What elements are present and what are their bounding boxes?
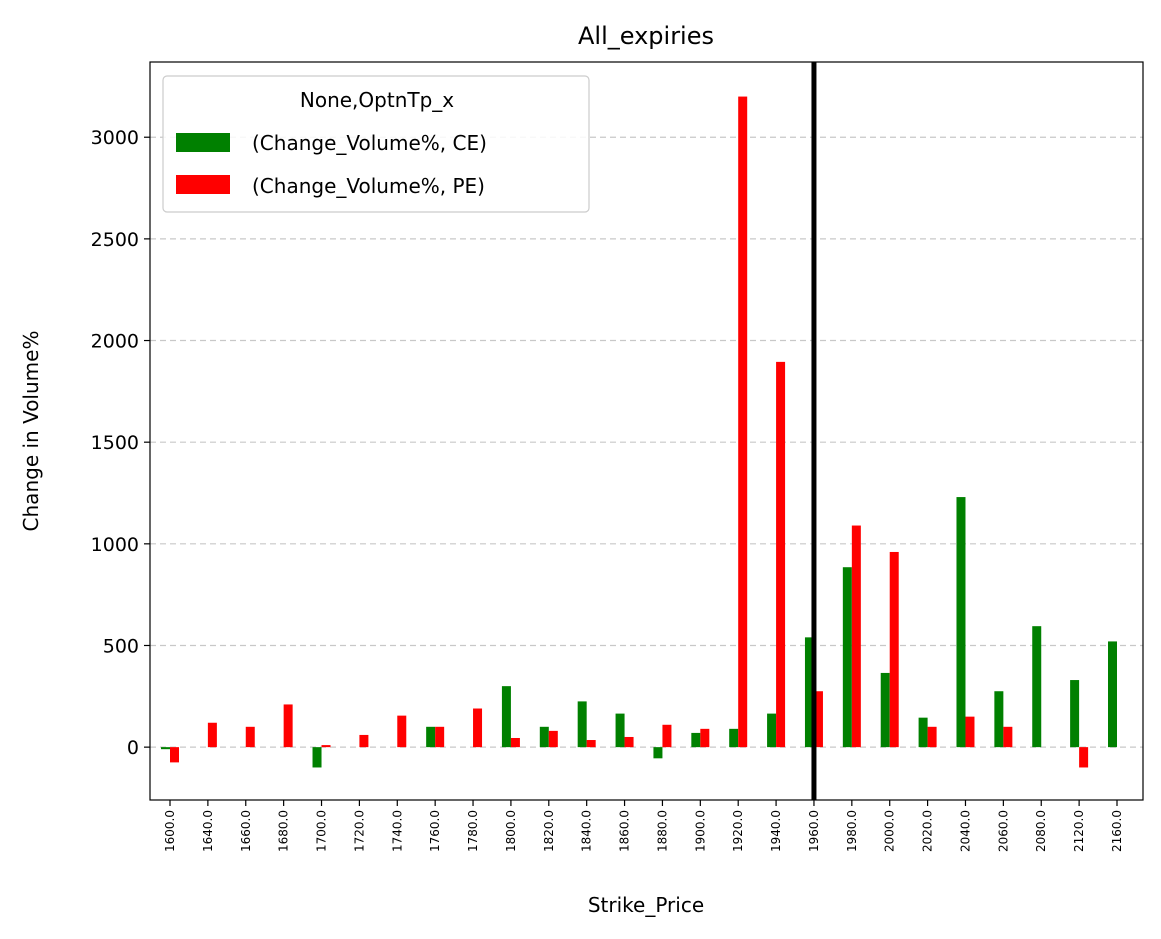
bar-pe-1740.0 [397,715,407,748]
bar-pe-1780.0 [473,708,483,748]
bar-pe-1800.0 [510,737,520,748]
x-axis-label: Strike_Price [588,893,704,917]
bar-ce-2020.0 [918,717,928,748]
bar-ce-1760.0 [426,726,436,748]
bar-ce-1800.0 [501,686,511,748]
y-axis-label: Change in Volume% [19,331,43,532]
bar-pe-1860.0 [624,736,634,748]
bars [161,96,1117,768]
legend-label-pe: (Change_Volume%, PE) [252,174,485,198]
bar-ce-1920.0 [729,728,739,748]
x-tick-label: 1980.0 [845,810,859,852]
bar-ce-1880.0 [653,747,663,759]
legend-swatch-pe [176,175,230,194]
bar-pe-1680.0 [283,704,293,748]
x-tick-label: 1860.0 [618,810,632,852]
bar-pe-1660.0 [245,726,255,748]
x-tick-label: 1700.0 [315,810,329,852]
bar-pe-1640.0 [207,722,217,748]
y-tick-label: 1500 [91,432,139,454]
bar-ce-1700.0 [312,747,322,768]
y-tick-label: 2500 [91,229,139,251]
bar-ce-2080.0 [1032,626,1042,748]
bar-pe-1720.0 [359,734,369,748]
legend: None,OptnTp_x (Change_Volume%, CE) (Chan… [162,75,590,213]
y-tick-label: 3000 [91,127,139,149]
bar-ce-1960.0 [804,637,814,748]
grid-lines [150,136,1143,748]
chart-title: All_expiries [578,22,714,50]
bar-pe-2040.0 [965,716,975,748]
bar-pe-2020.0 [927,726,937,748]
x-tick-label: 1800.0 [504,810,518,852]
bar-ce-2040.0 [956,497,966,748]
x-tick-label: 1840.0 [580,810,594,852]
bar-ce-2120.0 [1070,680,1080,748]
bar-pe-1600.0 [170,747,179,763]
legend-label-ce: (Change_Volume%, CE) [252,131,487,155]
bar-pe-1760.0 [435,726,445,748]
x-tick-label: 2000.0 [883,810,897,852]
x-tick-label: 1880.0 [655,810,669,852]
bar-pe-1940.0 [776,361,786,748]
bar-ce-1980.0 [842,567,852,748]
x-tick-label: 1600.0 [163,810,177,852]
y-tick-label: 500 [103,635,139,657]
bar-ce-1860.0 [615,713,625,748]
x-tick-label: 1960.0 [807,810,821,852]
x-tick-label: 2020.0 [921,810,935,852]
x-tick-label: 1940.0 [769,810,783,852]
bar-pe-1880.0 [662,724,672,748]
legend-box [162,75,590,213]
x-tick-label: 1660.0 [239,810,253,852]
bar-pe-1700.0 [321,745,331,748]
bar-pe-1960.0 [813,691,823,748]
bar-ce-2000.0 [880,672,890,748]
y-tick-label: 1000 [91,534,139,556]
y-tick-label: 2000 [91,331,139,353]
bar-ce-1840.0 [577,701,587,748]
x-tick-label: 2080.0 [1034,810,1048,852]
y-axis-ticks: 0 500 1000 1500 2000 2500 3000 [91,127,150,759]
x-tick-label: 1680.0 [277,810,291,852]
x-tick-label: 1820.0 [542,810,556,852]
legend-swatch-ce [176,133,230,152]
bar-ce-1900.0 [691,732,701,748]
bar-ce-2160.0 [1108,641,1117,748]
x-tick-label: 1740.0 [390,810,404,852]
x-tick-label: 1640.0 [201,810,215,852]
bar-pe-1980.0 [851,525,861,748]
bar-ce-1940.0 [767,713,777,748]
x-tick-label: 2060.0 [996,810,1010,852]
x-tick-label: 1760.0 [428,810,442,852]
x-axis-ticks: 1600.0 1640.0 1660.0 1680.0 1700.0 1720.0 1740… [163,800,1124,852]
bar-ce-2060.0 [994,691,1004,748]
x-tick-label: 2160.0 [1110,810,1124,852]
bar-pe-2120.0 [1079,747,1089,768]
x-tick-label: 1780.0 [466,810,480,852]
x-tick-label: 1920.0 [731,810,745,852]
bar-pe-2000.0 [889,551,899,748]
x-tick-label: 2040.0 [958,810,972,852]
x-tick-label: 1900.0 [693,810,707,852]
bar-ce-1600.0 [161,747,170,750]
bar-pe-2060.0 [1003,726,1013,748]
bar-pe-1900.0 [700,728,710,748]
y-tick-label: 0 [127,737,139,759]
legend-title: None,OptnTp_x [300,88,454,112]
plot-frame [149,61,1144,801]
bar-pe-1920.0 [738,96,748,748]
bar-ce-1820.0 [539,726,549,748]
bar-pe-1820.0 [548,730,558,748]
x-tick-label: 1720.0 [352,810,366,852]
x-tick-label: 2120.0 [1072,810,1086,852]
bar-pe-1840.0 [586,740,596,748]
